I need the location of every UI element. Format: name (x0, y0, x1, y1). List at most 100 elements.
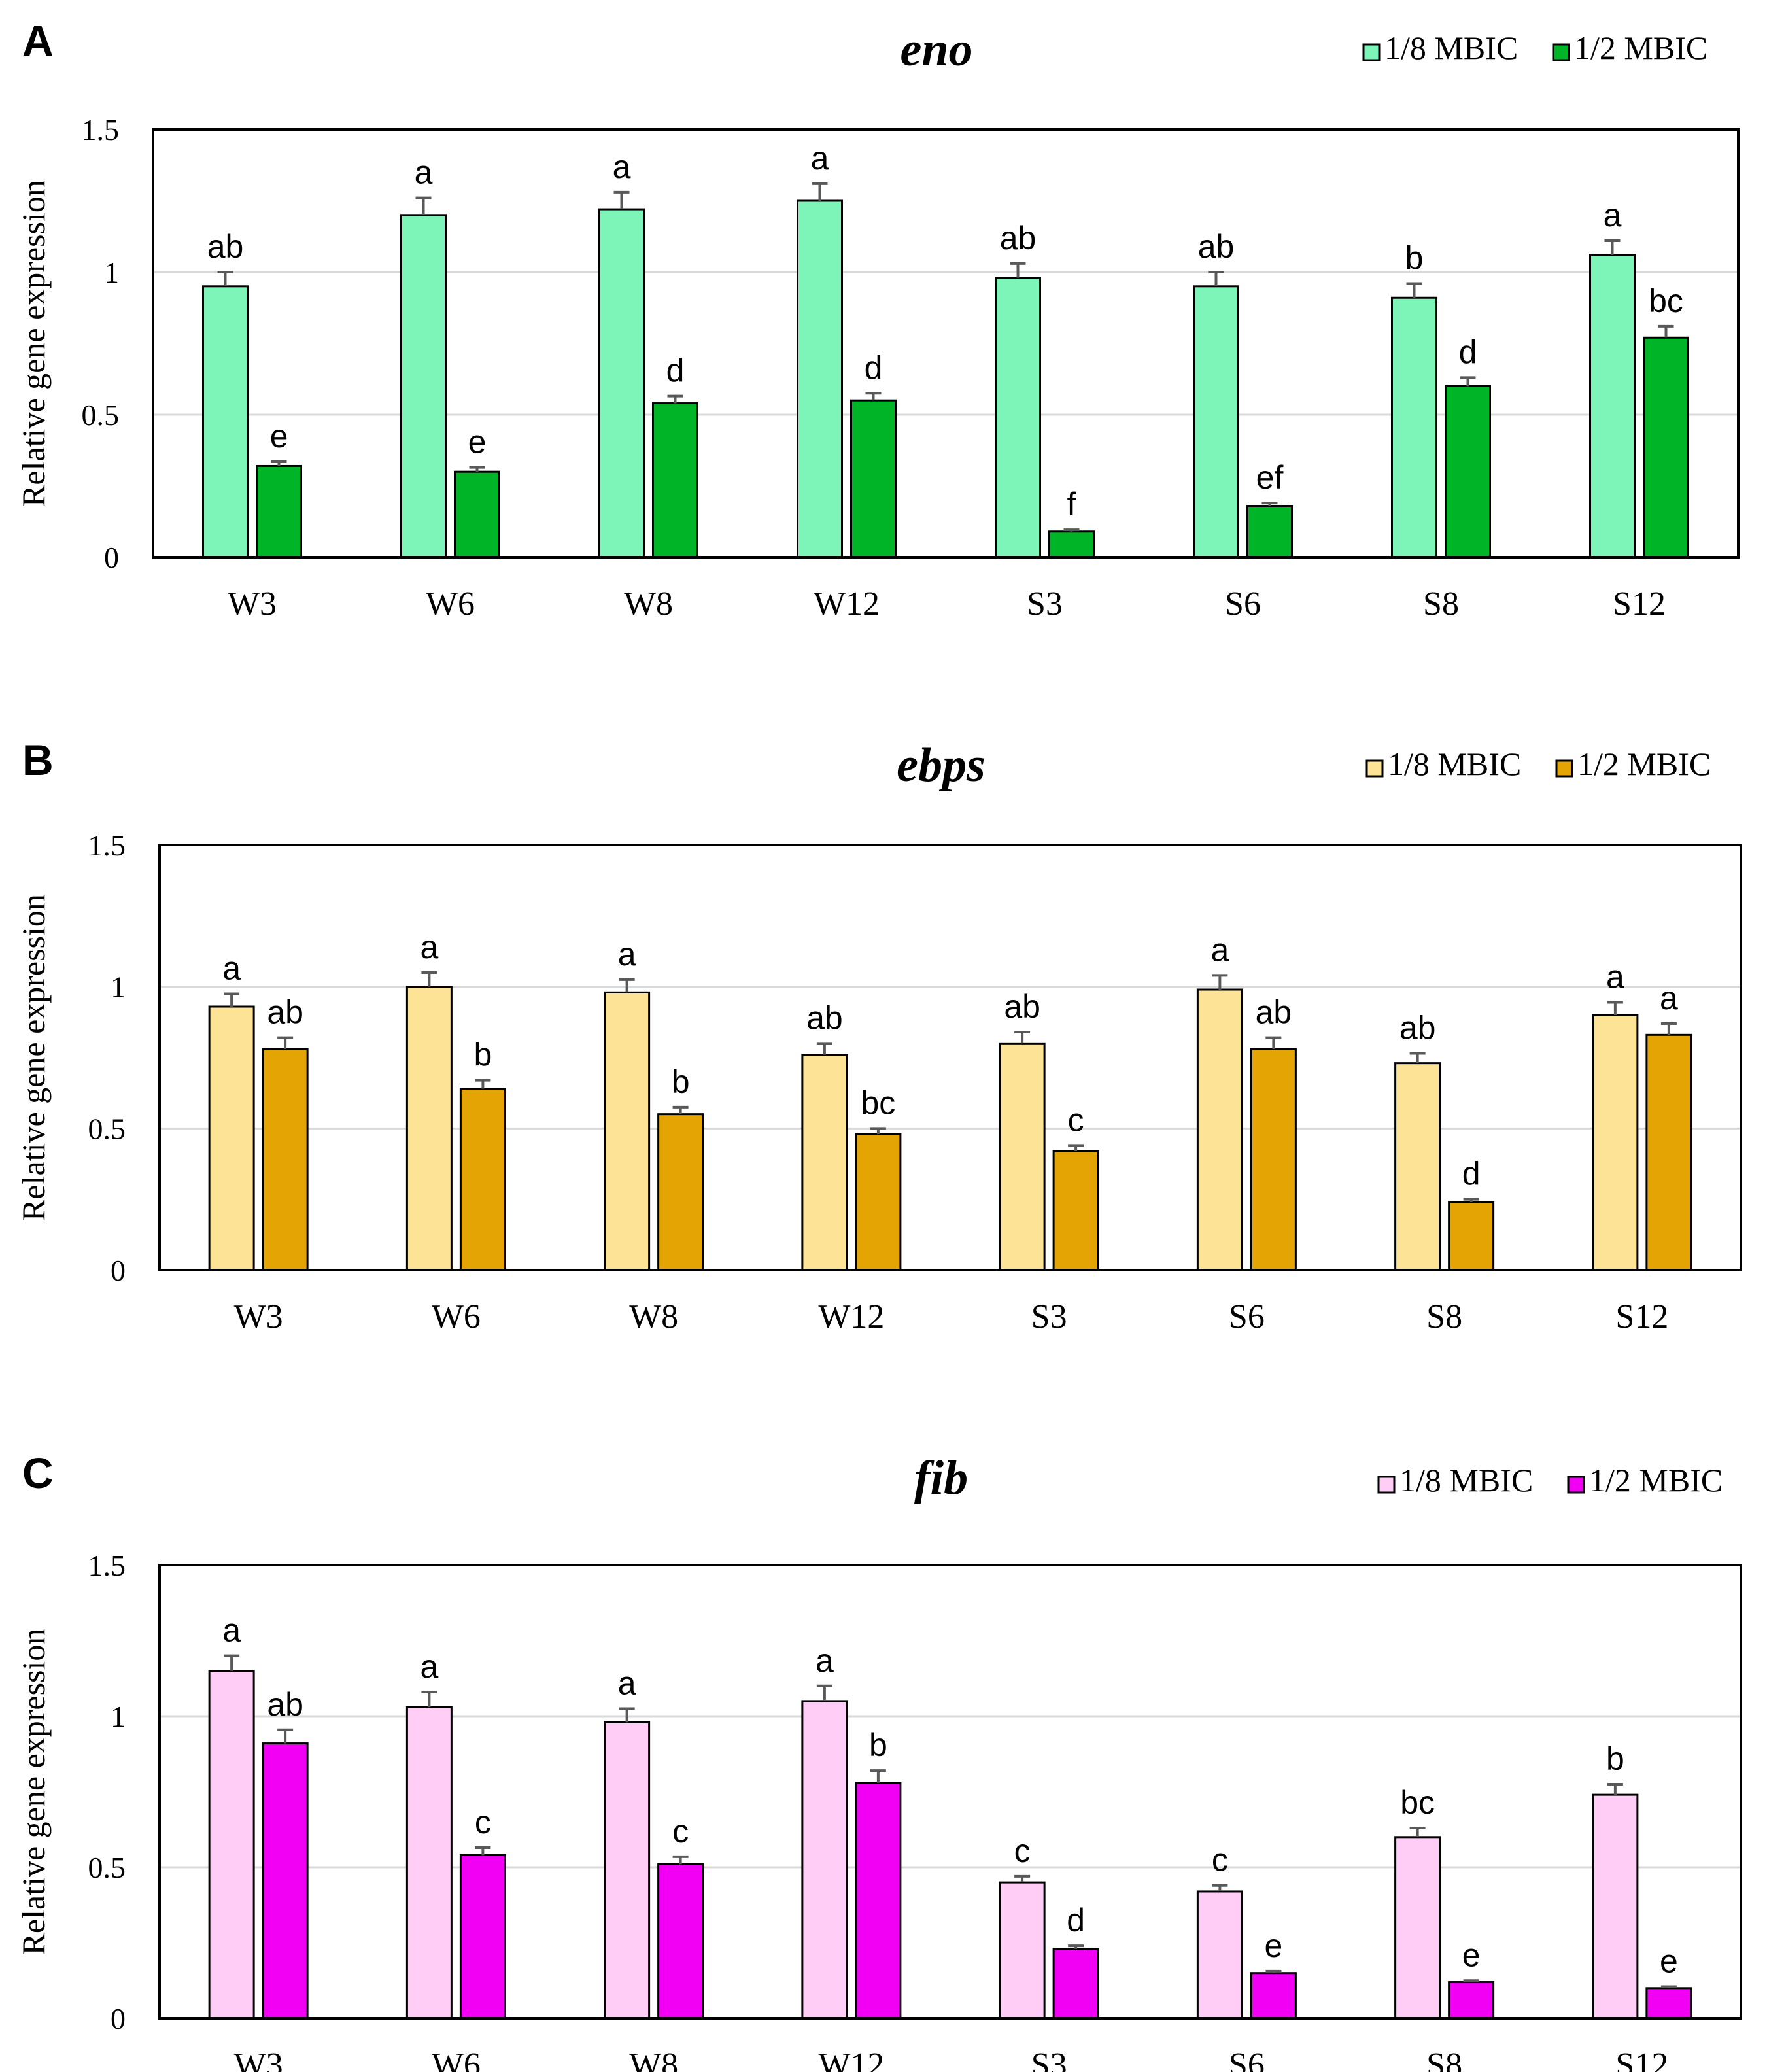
bar-eighth-mbic (1394, 1836, 1441, 2020)
significance-letter: a (618, 1665, 636, 1701)
x-tick-label: W12 (814, 585, 880, 623)
significance-letter: e (270, 418, 288, 455)
bar-half-mbic (1250, 1048, 1297, 1271)
y-tick-label: 0.5 (88, 1112, 126, 1145)
x-tick-label: S12 (1615, 2046, 1668, 2072)
bar-eighth-mbic (598, 208, 645, 559)
significance-letter: a (1604, 197, 1622, 233)
bar-half-mbic (1445, 385, 1491, 559)
bar-half-mbic (262, 1742, 309, 2020)
significance-letter: a (420, 1648, 438, 1685)
significance-letter: ef (1256, 459, 1284, 496)
bar-eighth-mbic (1196, 1890, 1243, 2020)
significance-letter: ab (1198, 228, 1235, 265)
legend-label: 1/2 MBIC (1577, 746, 1711, 782)
significance-letter: bc (1400, 1784, 1435, 1821)
significance-letter: e (1660, 1943, 1678, 1979)
y-axis-label: Relative gene expression (15, 894, 52, 1221)
significance-letter: bc (1649, 283, 1683, 319)
significance-letter: a (815, 1642, 834, 1679)
panel-label: A (22, 16, 54, 65)
y-tick-label: 0.5 (88, 1851, 126, 1884)
panel-label: C (22, 1449, 54, 1497)
y-tick-label: 0.5 (82, 398, 120, 432)
x-tick-label: W8 (629, 2046, 678, 2072)
significance-letter: ab (267, 1686, 303, 1723)
legend-label: 1/2 MBIC (1574, 29, 1707, 66)
bar-eighth-mbic (208, 1670, 255, 2020)
significance-letter: a (1210, 931, 1229, 968)
significance-letter: c (1212, 1842, 1228, 1878)
x-tick-label: W3 (234, 2046, 283, 2072)
significance-letter: e (468, 424, 487, 460)
significance-letter: a (222, 950, 241, 987)
bar-eighth-mbic (1193, 285, 1239, 559)
significance-letter: ab (806, 999, 843, 1036)
plot-frame (152, 128, 1740, 559)
chart-title: eno (901, 23, 973, 77)
bar-half-mbic (1448, 1981, 1495, 2020)
bar-half-mbic (657, 1863, 704, 2020)
legend-swatch (1365, 759, 1384, 778)
bar-half-mbic (454, 470, 500, 559)
plot-frame (158, 844, 1742, 1271)
y-tick-label: 1.5 (88, 1549, 126, 1582)
legend-label: 1/2 MBIC (1589, 1462, 1723, 1498)
significance-letter: a (1660, 980, 1678, 1016)
bar-eighth-mbic (801, 1054, 848, 1271)
legend-swatch (1362, 43, 1381, 61)
y-tick-label: 0 (111, 2002, 126, 2035)
bar-eighth-mbic (999, 1881, 1046, 2020)
significance-letter: b (869, 1727, 887, 1763)
panel-label: B (22, 736, 54, 784)
bar-half-mbic (262, 1048, 309, 1271)
bar-eighth-mbic (995, 277, 1041, 559)
chart-title: ebps (897, 738, 986, 792)
plot-frame (158, 1564, 1742, 2020)
x-tick-label: S3 (1031, 2046, 1067, 2072)
x-tick-label: W8 (624, 585, 673, 623)
bar-half-mbic (1645, 1987, 1692, 2020)
significance-letter: a (1606, 959, 1624, 995)
bar-eighth-mbic (1592, 1793, 1639, 2020)
significance-letter: c (1014, 1833, 1031, 1869)
bar-half-mbic (1645, 1033, 1692, 1271)
significance-letter: a (420, 929, 438, 965)
y-tick-label: 1 (104, 256, 119, 289)
bar-half-mbic (1048, 530, 1095, 559)
bar-half-mbic (1448, 1201, 1495, 1271)
legend-swatch (1377, 1476, 1396, 1494)
bar-eighth-mbic (405, 986, 453, 1271)
significance-letter: ab (1399, 1010, 1436, 1046)
bar-half-mbic (657, 1113, 704, 1271)
x-tick-label: W6 (432, 2046, 481, 2072)
bar-eighth-mbic (405, 1706, 453, 2020)
significance-letter: d (1459, 334, 1477, 370)
significance-letter: e (1264, 1927, 1282, 1964)
bar-eighth-mbic (604, 1721, 651, 2020)
bar-half-mbic (855, 1133, 902, 1271)
bar-half-mbic (1052, 1948, 1099, 2020)
x-tick-label: S3 (1027, 585, 1063, 623)
bar-eighth-mbic (400, 214, 447, 559)
bar-half-mbic (652, 402, 698, 559)
bar-eighth-mbic (797, 199, 843, 559)
bar-eighth-mbic (202, 285, 249, 559)
legend-label: 1/8 MBIC (1399, 1462, 1533, 1498)
bar-eighth-mbic (801, 1700, 848, 2020)
x-tick-label: S8 (1426, 2046, 1462, 2072)
x-tick-label: S12 (1613, 585, 1666, 623)
chart-title: fib (914, 1451, 968, 1505)
significance-letter: b (1405, 239, 1424, 276)
bar-eighth-mbic (1394, 1062, 1441, 1271)
bar-half-mbic (459, 1854, 506, 2020)
x-tick-label: W3 (234, 1298, 283, 1336)
y-axis-label: Relative gene expression (15, 180, 52, 507)
bar-half-mbic (1643, 336, 1689, 559)
x-tick-label: W12 (818, 1298, 884, 1336)
significance-letter: d (1462, 1156, 1481, 1192)
